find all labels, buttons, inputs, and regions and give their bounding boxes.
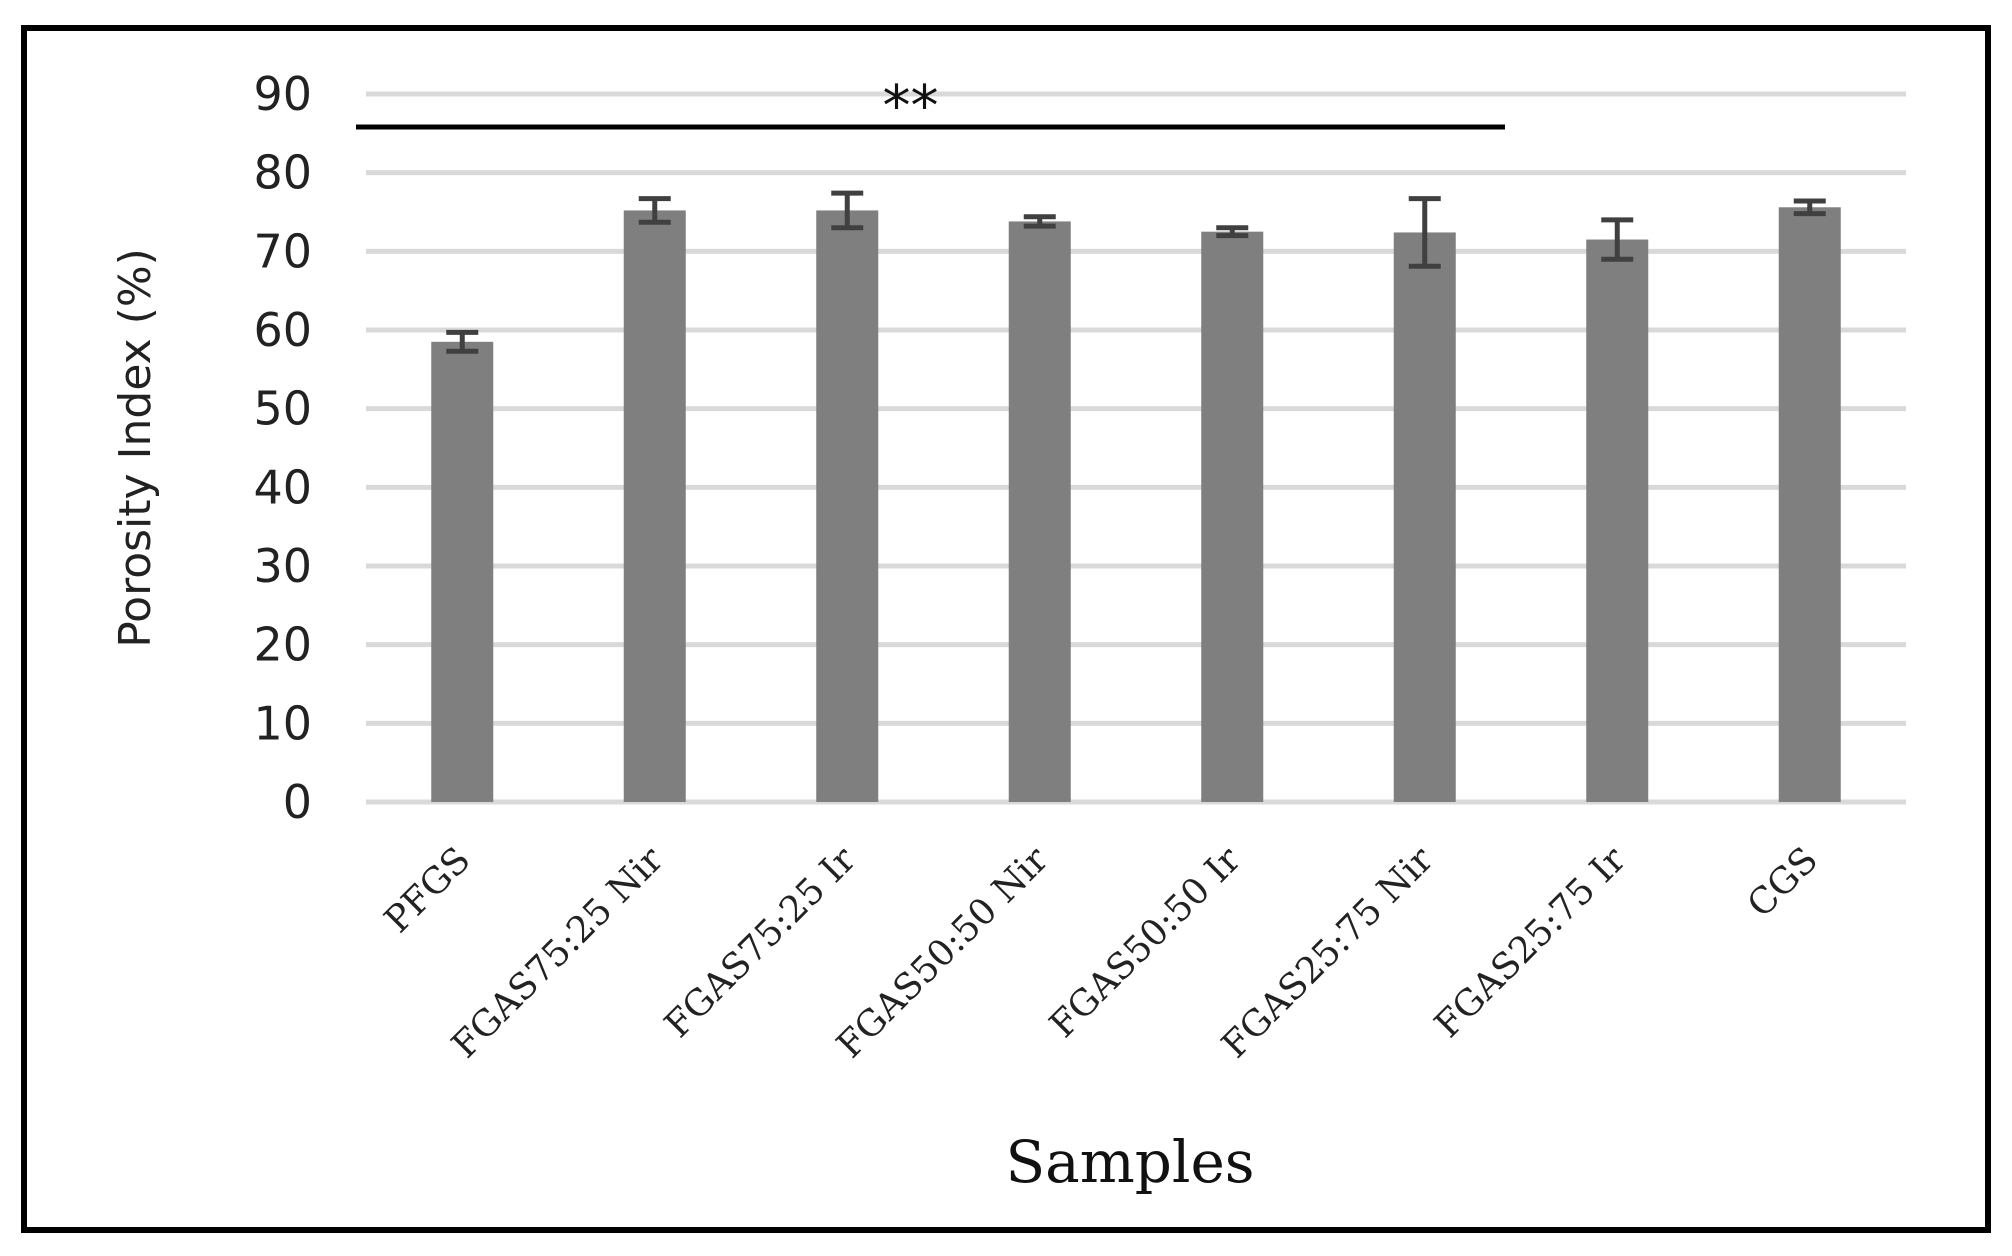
significance-annotation: **: [356, 74, 1505, 139]
bar: [431, 341, 494, 802]
y-tick-label: 30: [253, 539, 312, 593]
y-tick-label: 90: [253, 67, 312, 121]
error-bar: [1408, 196, 1441, 269]
error-bar: [1793, 198, 1826, 217]
bar: [623, 210, 686, 803]
x-axis-title: Samples: [1005, 1128, 1254, 1196]
error-bar: [831, 190, 864, 231]
y-tick-label: 80: [253, 146, 312, 200]
y-tick-label: 50: [253, 382, 312, 436]
error-bar: [1216, 225, 1249, 239]
bar: [1008, 221, 1071, 802]
error-bars: [446, 190, 1826, 354]
figure-border: [21, 25, 1991, 1233]
bar: [816, 210, 879, 803]
gridlines: [366, 91, 1906, 805]
error-bar: [446, 329, 479, 354]
bar: [1586, 239, 1649, 803]
bar: [1778, 207, 1841, 802]
bar: [1393, 232, 1456, 802]
error-bar: [1023, 214, 1056, 229]
y-tick-label: 10: [253, 696, 312, 750]
error-bar: [638, 196, 671, 225]
error-bar: [1601, 217, 1634, 262]
y-tick-label: 60: [253, 303, 312, 357]
y-tick-label: 40: [253, 460, 312, 514]
significance-label: **: [883, 74, 939, 139]
y-tick-label: 20: [253, 618, 312, 672]
bar: [1201, 231, 1264, 802]
y-axis-title: Porosity Index (%): [110, 248, 161, 648]
y-axis-ticks: 0 10 20 30 40 50 60 70 80 90: [253, 67, 312, 829]
y-tick-label: 70: [253, 224, 312, 278]
y-tick-label: 0: [283, 775, 312, 829]
bars: [431, 207, 1841, 803]
